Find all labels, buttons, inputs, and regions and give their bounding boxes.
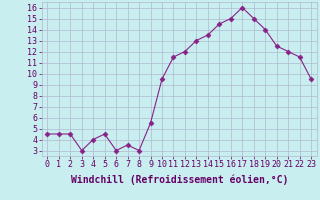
X-axis label: Windchill (Refroidissement éolien,°C): Windchill (Refroidissement éolien,°C) (70, 175, 288, 185)
